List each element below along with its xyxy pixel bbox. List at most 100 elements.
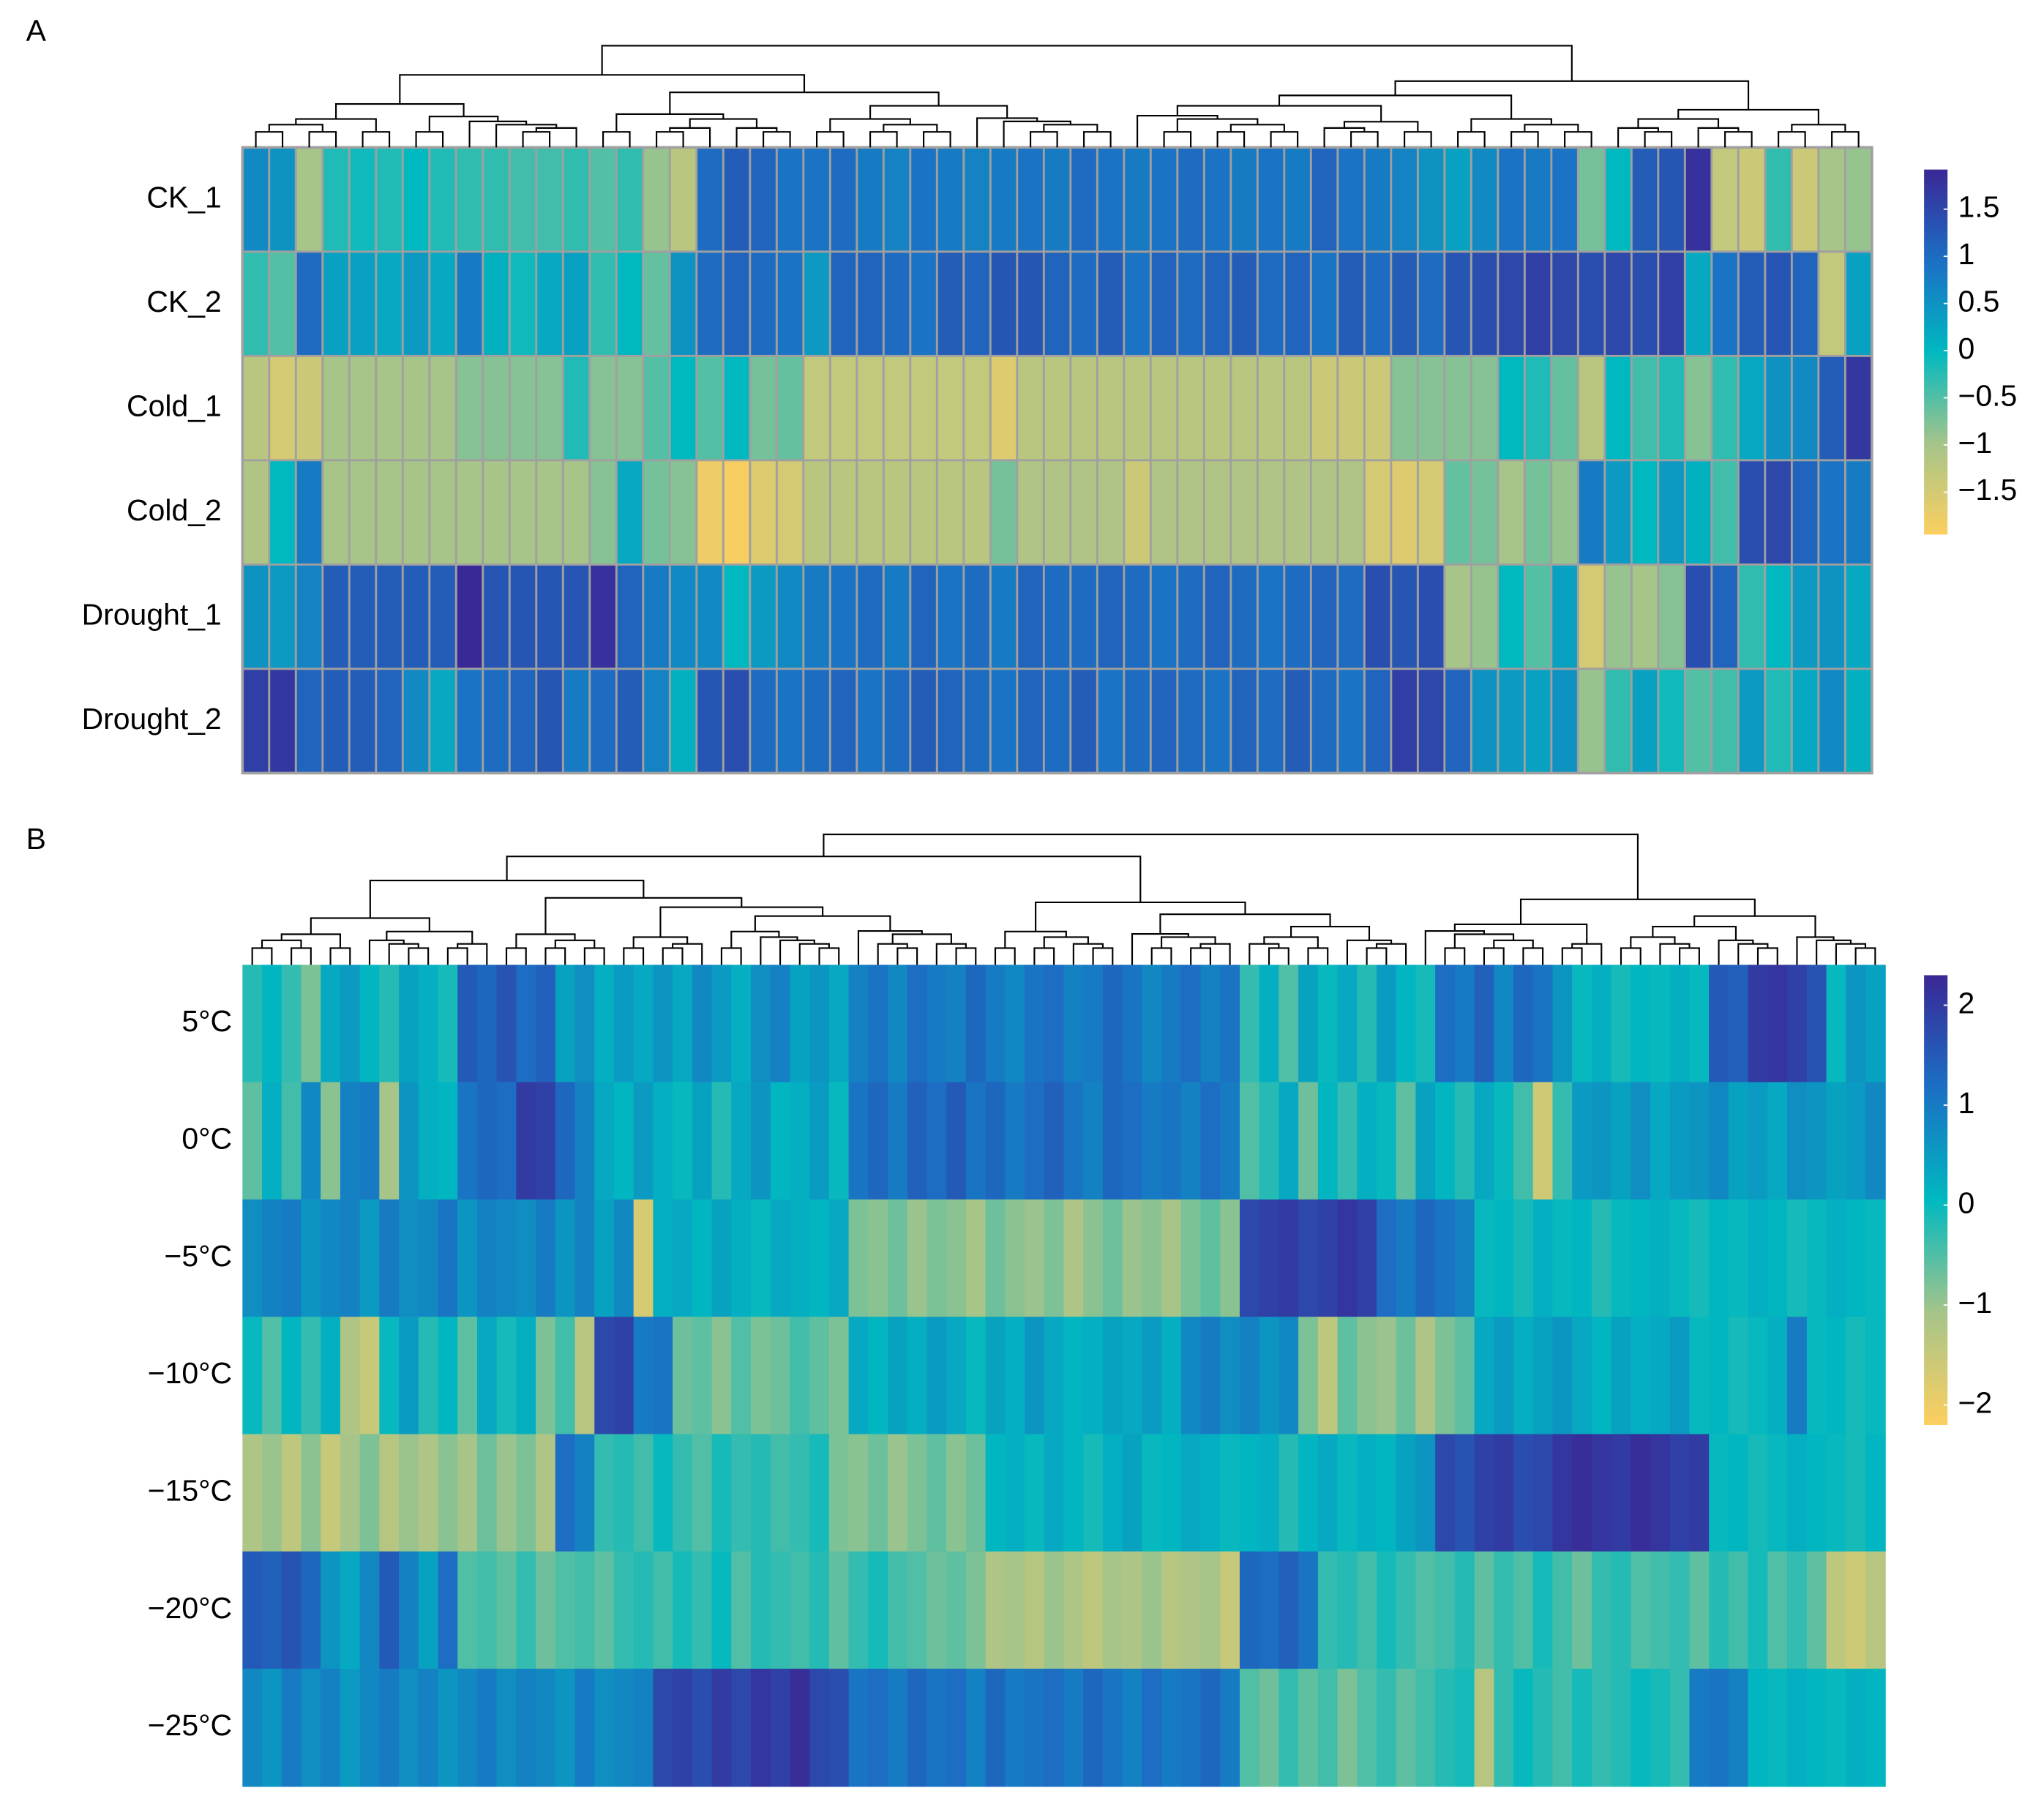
heatmap-cell — [321, 354, 351, 462]
heatmap-cell — [1611, 1551, 1632, 1670]
heatmap-cell — [1669, 965, 1691, 1083]
colorbar-tick-label: 0 — [1958, 332, 1974, 365]
heatmap-cell — [1336, 146, 1366, 253]
heatmap-cell — [1843, 354, 1873, 462]
heatmap-cell — [828, 146, 858, 253]
heatmap-cell — [294, 146, 324, 253]
heatmap-cell — [673, 1199, 693, 1318]
heatmap-cell — [856, 354, 885, 462]
heatmap-cell — [508, 250, 538, 357]
heatmap-cell — [1337, 1551, 1358, 1670]
heatmap-cell — [907, 1669, 928, 1787]
heatmap-cell — [946, 1199, 967, 1318]
heatmap-cell — [1631, 1082, 1652, 1200]
heatmap-cell — [848, 965, 869, 1083]
heatmap-cell — [909, 459, 938, 566]
heatmap-cell — [965, 1551, 987, 1670]
heatmap-cell — [1650, 1199, 1671, 1318]
colorbar-tick-label: 2 — [1958, 986, 1974, 1020]
heatmap-cell — [1357, 1669, 1378, 1787]
heatmap-cell — [1229, 354, 1259, 462]
heatmap-cell — [561, 146, 591, 253]
heatmap-cell — [1764, 354, 1793, 462]
heatmap-cell — [1790, 146, 1820, 253]
heatmap-cell — [340, 1082, 361, 1200]
heatmap-cell — [1709, 1082, 1730, 1200]
heatmap-cell — [555, 1669, 576, 1787]
heatmap-cell — [1337, 1082, 1358, 1200]
heatmap-cell — [1337, 1669, 1358, 1787]
heatmap-cell — [1279, 1082, 1300, 1200]
heatmap-cell — [770, 1082, 791, 1200]
heatmap-cell — [848, 1317, 869, 1435]
heatmap-cell — [926, 1551, 948, 1670]
heatmap-cell — [882, 250, 912, 357]
heatmap-cell — [1042, 354, 1072, 462]
heatmap-cell — [428, 250, 457, 357]
heatmap-cell — [809, 965, 830, 1083]
heatmap-cell — [1435, 965, 1456, 1083]
heatmap-cell — [508, 459, 538, 566]
heatmap-cell — [1631, 1669, 1652, 1787]
heatmap-cell — [615, 667, 645, 774]
heatmap-cell — [1256, 459, 1286, 566]
heatmap-cell — [828, 965, 850, 1083]
heatmap-cell — [281, 1082, 302, 1200]
colorbar-tick-label: −0.5 — [1958, 378, 2017, 412]
heatmap-cell — [496, 1082, 517, 1200]
heatmap-cell — [1843, 667, 1873, 774]
heatmap-cell — [1806, 965, 1827, 1083]
heatmap-cell — [888, 1317, 908, 1435]
heatmap-cell — [561, 354, 591, 462]
heatmap-cell — [1710, 667, 1740, 774]
heatmap-cell — [1826, 1434, 1847, 1552]
heatmap-cell — [1283, 667, 1312, 774]
heatmap-cell — [438, 1434, 459, 1552]
heatmap-cell — [476, 1669, 498, 1787]
heatmap-cell — [262, 1317, 282, 1435]
heatmap-cell — [1728, 1317, 1749, 1435]
heatmap-cell — [1470, 667, 1500, 774]
heatmap-cell — [457, 1199, 479, 1318]
heatmap-cell — [1176, 667, 1205, 774]
heatmap-cell — [926, 1669, 948, 1787]
heatmap-cell — [268, 146, 297, 253]
heatmap-cell — [888, 1669, 908, 1787]
heatmap-cell — [907, 1317, 928, 1435]
heatmap-cell — [348, 459, 378, 566]
heatmap-cell — [1102, 1317, 1123, 1435]
heatmap-cell — [1513, 965, 1534, 1083]
heatmap-cell — [770, 965, 791, 1083]
heatmap-cell — [1180, 965, 1202, 1083]
heatmap-cell — [1044, 965, 1065, 1083]
heatmap-cell — [1415, 965, 1437, 1083]
heatmap-cell — [588, 250, 618, 357]
heatmap-cell — [722, 459, 752, 566]
heatmap-cell — [1283, 459, 1312, 566]
heatmap-cell — [868, 1199, 889, 1318]
heatmap-cell — [1005, 1317, 1026, 1435]
heatmap-cell — [1283, 250, 1312, 357]
heatmap-cell — [1363, 459, 1393, 566]
heatmap-cell — [301, 1434, 322, 1552]
heatmap-cell — [1298, 1669, 1319, 1787]
heatmap-cell — [946, 1551, 967, 1670]
heatmap-cell — [790, 1317, 811, 1435]
heatmap-cell — [301, 1317, 322, 1435]
heatmap-cell — [1161, 1317, 1182, 1435]
heatmap-cell — [1063, 965, 1085, 1083]
heatmap-cell — [1142, 1317, 1163, 1435]
heatmap-cell — [907, 1082, 928, 1200]
heatmap-cell — [262, 965, 282, 1083]
heatmap-cell — [749, 459, 778, 566]
heatmap-cell — [711, 1669, 733, 1787]
heatmap-cell — [1042, 146, 1072, 253]
heatmap-cell — [1279, 1199, 1300, 1318]
heatmap-cell — [1063, 1082, 1085, 1200]
heatmap-cell — [1689, 1434, 1710, 1552]
dendrogram — [255, 45, 1860, 148]
heatmap-cell — [1443, 146, 1472, 253]
heatmap-cell — [642, 250, 671, 357]
heatmap-cell — [438, 1317, 459, 1435]
row-label: −5°C — [164, 1239, 232, 1273]
